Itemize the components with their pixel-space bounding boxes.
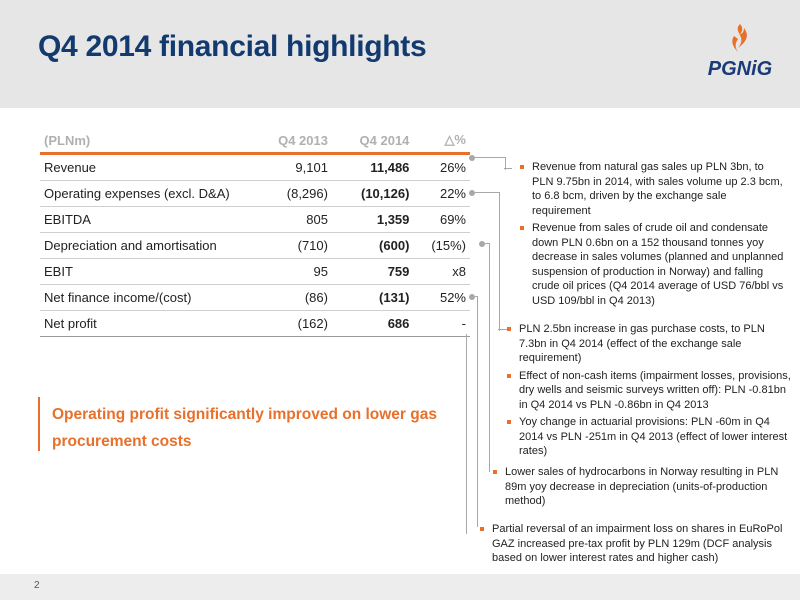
- highlight-callout: Operating profit significantly improved …: [38, 397, 460, 451]
- header-unit: (PLNm): [40, 128, 255, 155]
- cell-q4-2014: 1,359: [331, 206, 414, 233]
- cell-delta: 22%: [413, 180, 470, 207]
- cell-delta: -: [413, 310, 470, 337]
- page-number: 2: [34, 580, 40, 591]
- row-label: Operating expenses (excl. D&A): [40, 180, 255, 207]
- table-row: Revenue 9,101 11,486 26%: [40, 153, 470, 181]
- list-item: Revenue from natural gas sales up PLN 3b…: [516, 160, 786, 218]
- connector-depreciation: [485, 243, 490, 472]
- cell-q4-2013: (8,296): [254, 180, 332, 207]
- row-label: Net finance income/(cost): [40, 284, 255, 311]
- cell-delta: 69%: [413, 206, 470, 233]
- table-row: Net profit (162) 686 -: [40, 310, 470, 337]
- cell-q4-2013: (162): [254, 310, 332, 337]
- cell-delta: 26%: [413, 153, 470, 181]
- cell-q4-2013: 805: [254, 206, 332, 233]
- list-item: PLN 2.5bn increase in gas purchase costs…: [503, 322, 793, 366]
- table-header-row: (PLNm) Q4 2013 Q4 2014 △%: [40, 128, 470, 155]
- cell-q4-2014: (131): [331, 284, 414, 311]
- notes-finance: Partial reversal of an impairment loss o…: [476, 522, 788, 569]
- list-item: Lower sales of hydrocarbons in Norway re…: [489, 465, 779, 509]
- page-title: Q4 2014 financial highlights: [38, 30, 427, 63]
- cell-q4-2013: (86): [254, 284, 332, 311]
- connector-dot-revenue: [469, 155, 475, 161]
- table-row: EBITDA 805 1,359 69%: [40, 206, 470, 233]
- cell-q4-2013: 9,101: [254, 153, 332, 181]
- connector-revenue: [475, 157, 506, 170]
- header-band: [0, 0, 800, 108]
- cell-q4-2014: 11,486: [331, 153, 414, 181]
- cell-q4-2014: (10,126): [331, 180, 414, 207]
- highlight-text: Operating profit significantly improved …: [52, 406, 437, 450]
- row-label: Depreciation and amortisation: [40, 232, 255, 259]
- cell-q4-2014: 759: [331, 258, 414, 285]
- notes-opex: PLN 2.5bn increase in gas purchase costs…: [503, 322, 793, 462]
- financial-table: (PLNm) Q4 2013 Q4 2014 △% Revenue 9,101 …: [40, 128, 470, 337]
- connector-finance-base: [466, 334, 467, 534]
- header-delta: △%: [413, 128, 470, 155]
- connector-opex: [475, 192, 500, 331]
- notes-depreciation: Lower sales of hydrocarbons in Norway re…: [489, 465, 779, 512]
- cell-delta: 52%: [413, 284, 470, 311]
- row-label: Net profit: [40, 310, 255, 337]
- cell-q4-2013: 95: [254, 258, 332, 285]
- connector-dot-finance: [469, 294, 475, 300]
- table-row: EBIT 95 759 x8: [40, 258, 470, 285]
- connector-finance: [475, 296, 478, 527]
- table-row: Operating expenses (excl. D&A) (8,296) (…: [40, 180, 470, 207]
- row-label: Revenue: [40, 153, 255, 181]
- cell-delta: x8: [413, 258, 470, 285]
- notes-revenue: Revenue from natural gas sales up PLN 3b…: [516, 160, 786, 311]
- connector-opex-tail: [498, 329, 508, 330]
- cell-q4-2013: (710): [254, 232, 332, 259]
- logo-text: PGNiG: [707, 58, 773, 80]
- cell-q4-2014: (600): [331, 232, 414, 259]
- table-row: Depreciation and amortisation (710) (600…: [40, 232, 470, 259]
- header-q4-2014: Q4 2014: [331, 128, 414, 155]
- row-label: EBIT: [40, 258, 255, 285]
- list-item: Partial reversal of an impairment loss o…: [476, 522, 788, 566]
- connector-dot-opex: [469, 190, 475, 196]
- flame-icon: [732, 24, 747, 52]
- pgnig-logo: PGNiG: [700, 22, 780, 82]
- header-q4-2013: Q4 2013: [254, 128, 332, 155]
- cell-delta: (15%): [413, 232, 470, 259]
- list-item: Effect of non-cash items (impairment los…: [503, 369, 793, 413]
- cell-q4-2014: 686: [331, 310, 414, 337]
- footer-band: [0, 574, 800, 600]
- connector-dot-depreciation: [479, 241, 485, 247]
- connector-revenue-tail: [504, 168, 512, 169]
- table-row: Net finance income/(cost) (86) (131) 52%: [40, 284, 470, 311]
- list-item: Yoy change in actuarial provisions: PLN …: [503, 415, 793, 459]
- row-label: EBITDA: [40, 206, 255, 233]
- list-item: Revenue from sales of crude oil and cond…: [516, 221, 786, 308]
